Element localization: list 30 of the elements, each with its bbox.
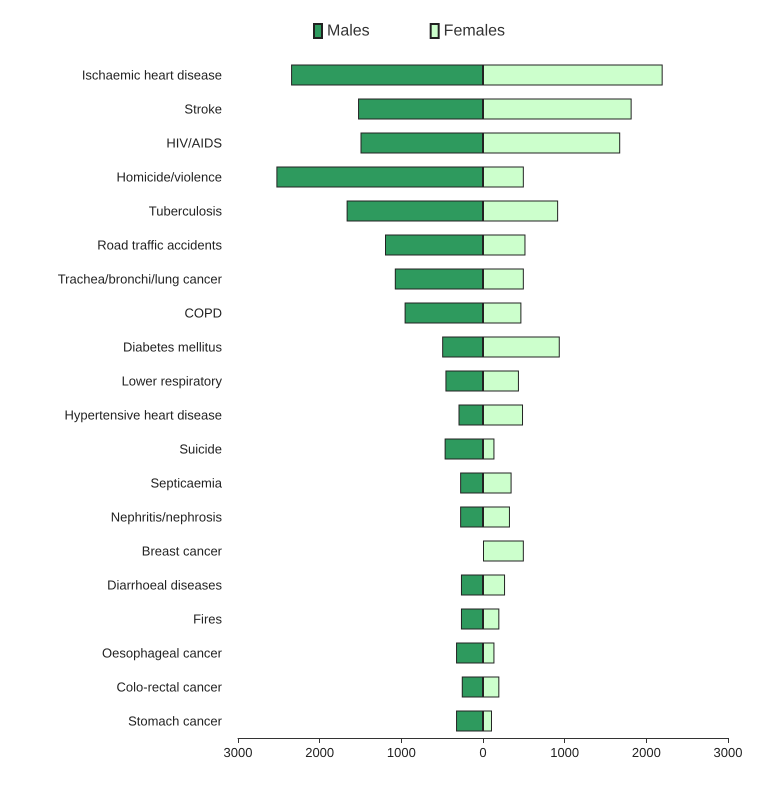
y-tick-label: Diabetes mellitus [123,340,222,354]
y-tick-label: HIV/AIDS [166,136,222,150]
y-tick-label: Fires [193,612,222,626]
y-tick-label: Lower respiratory [122,374,222,388]
y-tick-label: Ischaemic heart disease [82,68,222,82]
bar [483,540,524,562]
y-tick-label: Diarrhoeal diseases [107,578,222,592]
y-tick-label: Colo-rectal cancer [116,680,223,694]
x-tick-label: 2000 [305,745,334,760]
y-tick-label: Homicide/violence [116,170,222,184]
x-tick-label: 3000 [224,745,252,760]
legend-label: Males [327,22,370,40]
legend-label: Females [444,22,506,40]
y-tick-label: Septicaemia [150,476,223,490]
y-tick-label: Suicide [179,442,222,456]
y-tick-label: Trachea/bronchi/lung cancer [58,272,223,286]
x-tick-label: 3000 [714,745,742,760]
y-tick-label: Breast cancer [142,544,223,558]
y-tick-label: Hypertensive heart disease [64,408,222,422]
x-tick-label: 1000 [386,745,416,760]
x-tick-label: 1000 [550,745,580,760]
y-tick-label: Stroke [184,102,222,116]
y-tick-label: COPD [184,306,222,320]
y-tick-label: Nephritis/nephrosis [110,510,222,524]
y-tick-label: Tuberculosis [148,204,222,218]
y-tick-label: Oesophageal cancer [102,646,223,660]
y-tick-label: Stomach cancer [128,714,223,728]
y-tick-label: Road traffic accidents [97,238,222,252]
x-tick-label: 0 [479,745,487,760]
x-tick-label: 2000 [632,745,661,760]
